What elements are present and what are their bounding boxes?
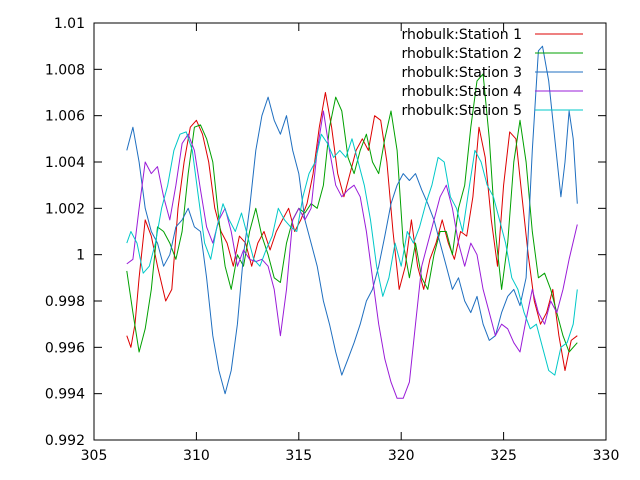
y-tick-label: 1.01 bbox=[54, 16, 85, 32]
x-tick-label: 305 bbox=[81, 448, 108, 464]
y-tick-label: 1 bbox=[76, 248, 85, 264]
x-tick-label: 310 bbox=[183, 448, 210, 464]
x-tick-label: 330 bbox=[593, 448, 620, 464]
y-tick-label: 0.998 bbox=[45, 294, 85, 310]
series-line-station-3 bbox=[126, 45, 578, 395]
plot-frame bbox=[93, 22, 607, 441]
x-tick-label: 315 bbox=[285, 448, 312, 464]
x-axis-ticks: 305 310 315 320 325 330 bbox=[81, 23, 620, 464]
legend-label-station-4: rhobulk:Station 4 bbox=[401, 84, 522, 100]
y-tick-label: 1.002 bbox=[45, 201, 85, 217]
y-tick-label: 1.004 bbox=[45, 155, 85, 171]
legend-label-station-3: rhobulk:Station 3 bbox=[401, 65, 522, 81]
x-tick-label: 320 bbox=[388, 448, 415, 464]
series-lines bbox=[126, 45, 578, 399]
series-line-station-5 bbox=[126, 131, 578, 376]
y-tick-label: 0.996 bbox=[45, 340, 85, 356]
legend: rhobulk:Station 1 rhobulk:Station 2 rhobul… bbox=[401, 27, 583, 119]
y-tick-label: 0.992 bbox=[45, 433, 85, 449]
series-line-station-4 bbox=[126, 110, 578, 399]
legend-label-station-2: rhobulk:Station 2 bbox=[401, 46, 522, 62]
x-tick-label: 325 bbox=[490, 448, 517, 464]
series-line-station-2 bbox=[126, 73, 578, 353]
series-line-station-1 bbox=[126, 92, 578, 371]
legend-label-station-5: rhobulk:Station 5 bbox=[401, 103, 522, 119]
y-axis-ticks: 0.992 0.994 0.996 0.998 1 1.002 1.004 1.006 1.00… bbox=[45, 16, 606, 449]
y-tick-label: 1.008 bbox=[45, 62, 85, 78]
y-tick-label: 0.994 bbox=[45, 387, 85, 403]
legend-label-station-1: rhobulk:Station 1 bbox=[401, 27, 522, 43]
y-tick-label: 1.006 bbox=[45, 109, 85, 125]
